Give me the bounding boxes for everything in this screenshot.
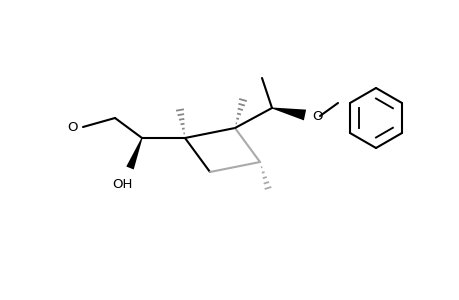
Text: OH: OH	[112, 178, 132, 191]
Polygon shape	[271, 107, 306, 120]
Text: O: O	[67, 121, 78, 134]
Polygon shape	[126, 138, 142, 170]
Text: O: O	[311, 110, 322, 122]
